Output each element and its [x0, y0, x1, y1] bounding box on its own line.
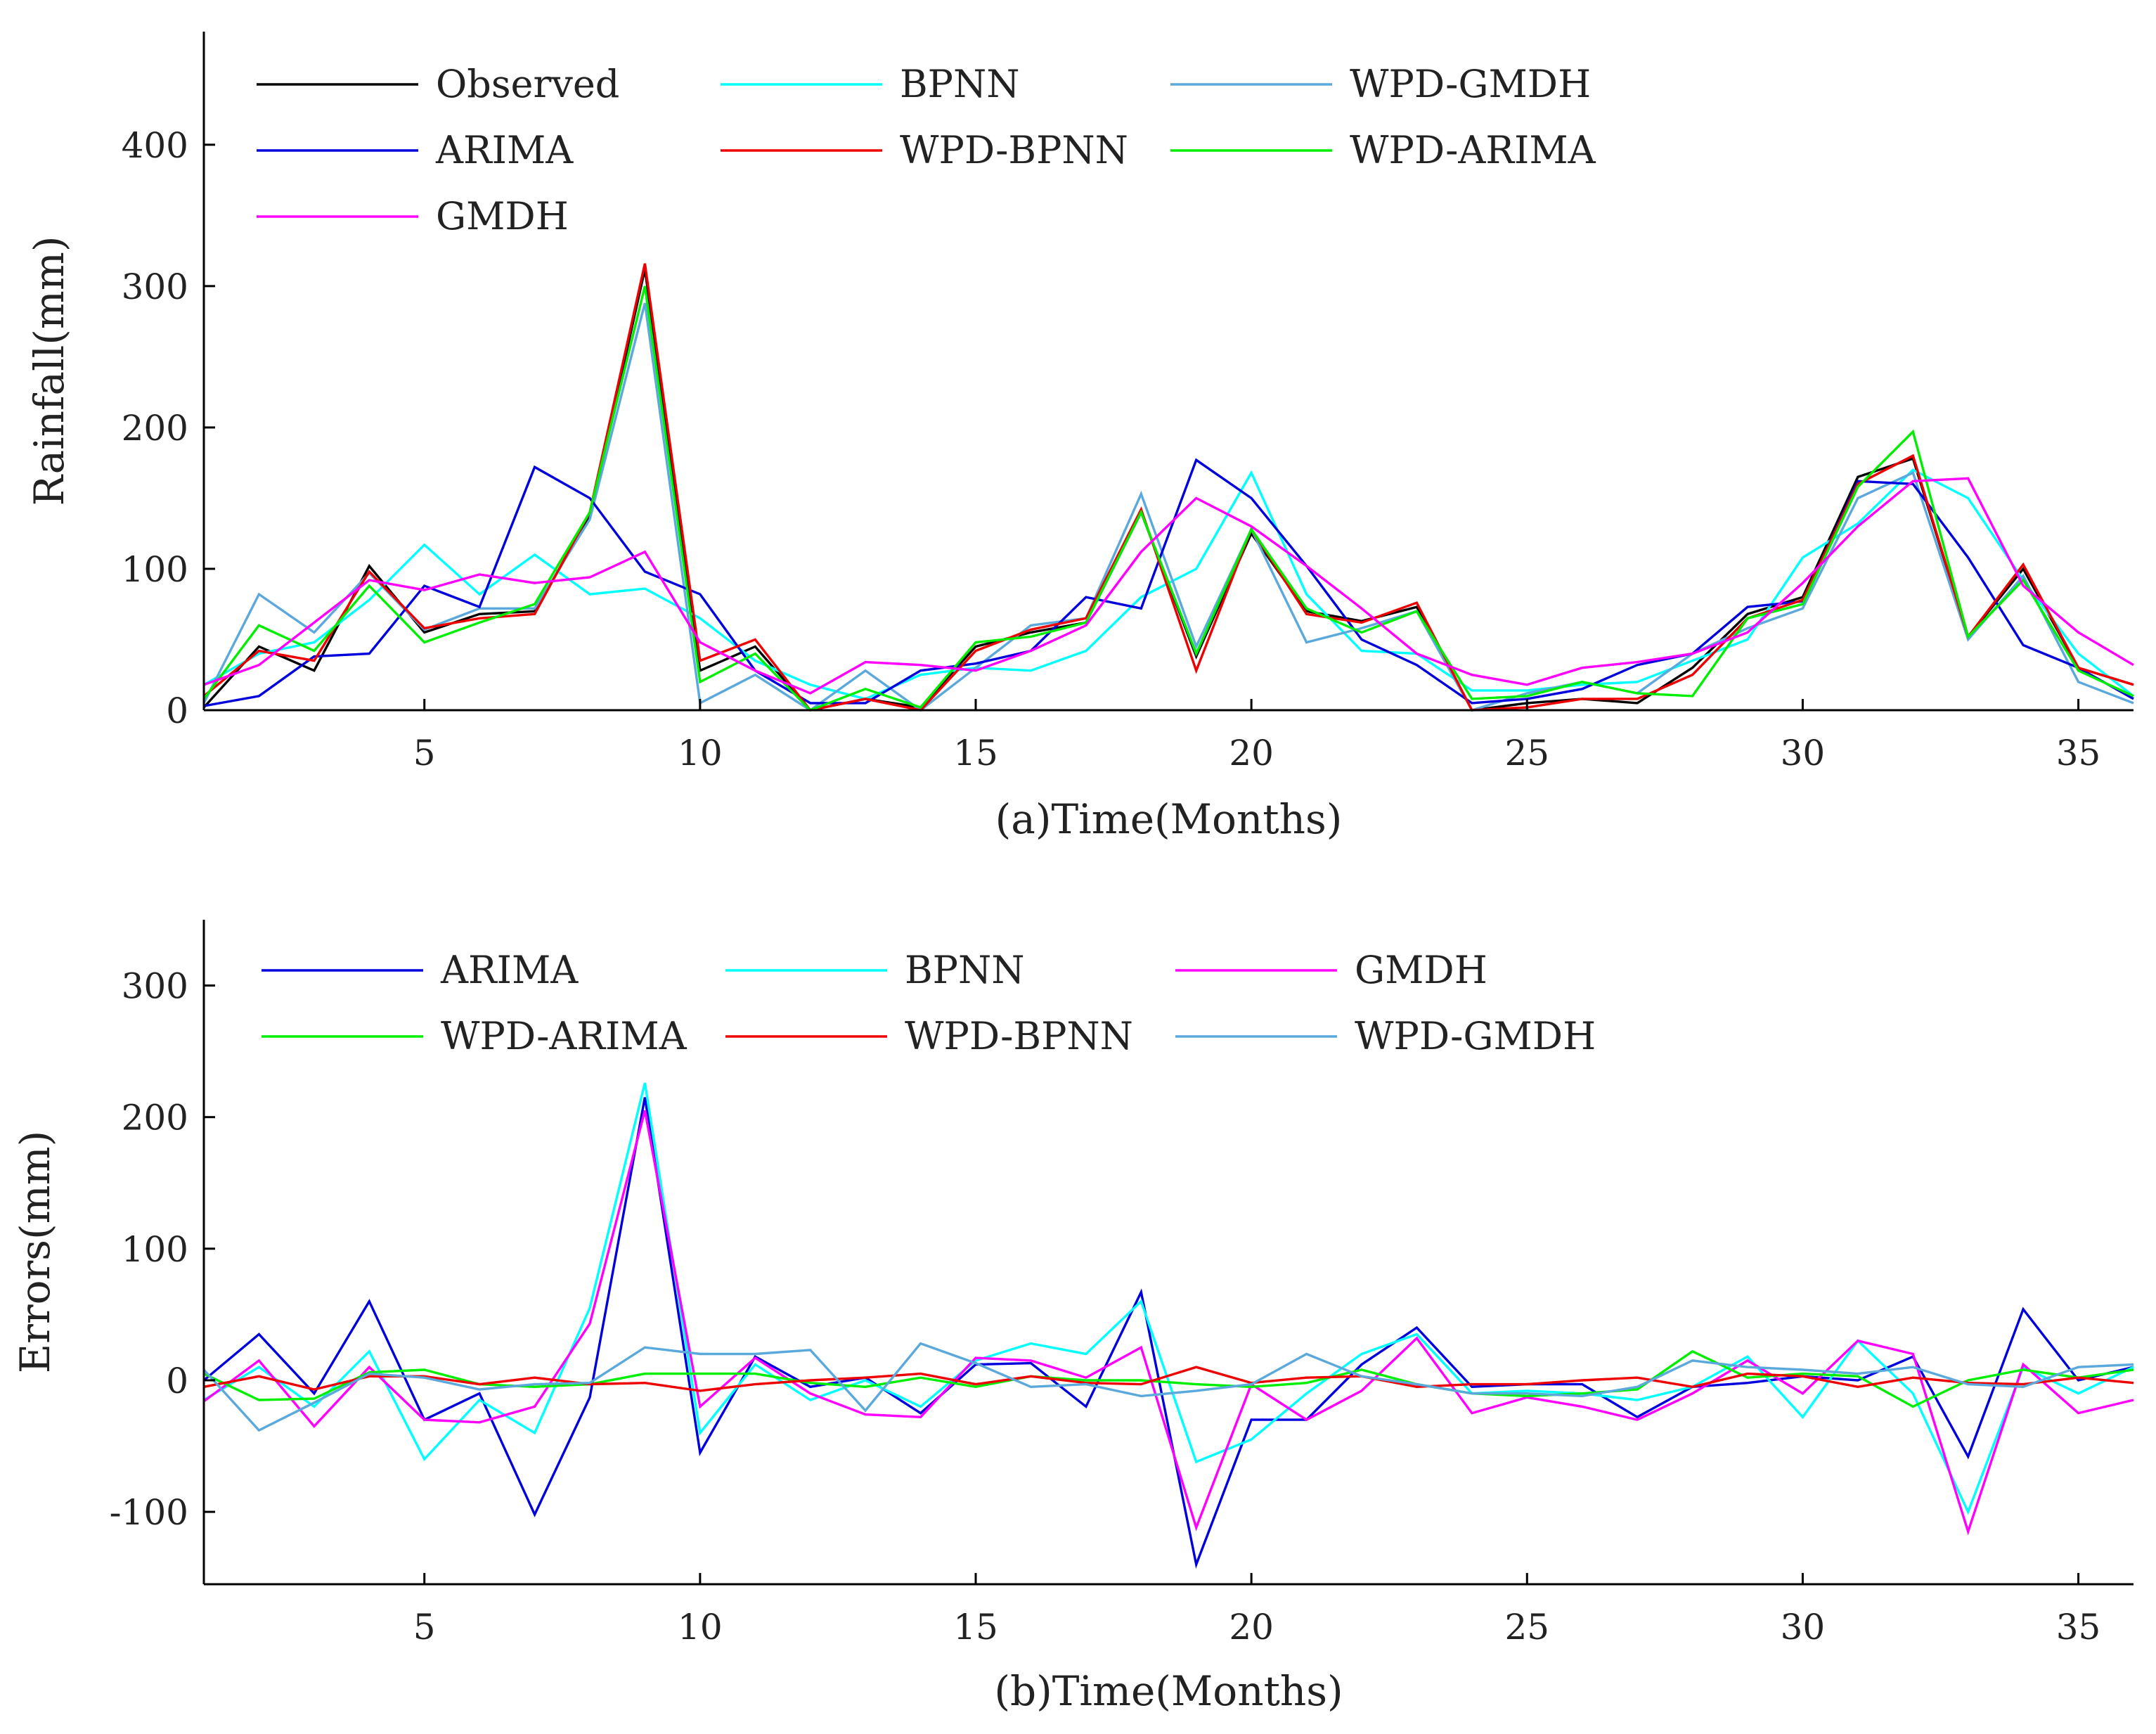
chart2-series-wpd-bpnn-line: [203, 1366, 2134, 1392]
chart1-y-tick-label: 400: [122, 125, 188, 166]
chart1-x-tick-label: 25: [1504, 733, 1549, 773]
chart1-series-wpd-arima-line: [202, 285, 2134, 712]
chart2-x-tick-label: 30: [1781, 1607, 1826, 1648]
chart1-x-tick-label: 10: [678, 733, 723, 773]
chart2-x-tick-label: 10: [678, 1607, 723, 1648]
chart2-series-wpd-gmdh-line: [202, 1342, 2134, 1432]
chart2-x-tick-label: 20: [1229, 1607, 1274, 1648]
chart2-x-tick-label: 35: [2056, 1607, 2101, 1648]
chart2-y-tick-label: 100: [122, 1229, 188, 1270]
chart1-legend-wpd-bpnn-label: WPD-BPNN: [900, 128, 1128, 172]
chart1-legend-arima-label: ARIMA: [435, 128, 574, 172]
chart1-y-axis-title: Rainfall(mm): [25, 236, 73, 506]
chart2-y-tick-label: 200: [122, 1098, 188, 1138]
chart1-x-tick-label: 35: [2056, 733, 2101, 773]
chart2-x-axis-title: (b)Time(Months): [994, 1667, 1343, 1715]
chart2-y-tick-label: -100: [110, 1492, 188, 1533]
chart1-x-tick-label: 30: [1781, 733, 1826, 773]
chart2-y-axis-title: Errors(mm): [11, 1131, 59, 1373]
chart1-x-axis-title: (a)Time(Months): [995, 795, 1343, 843]
chart2-legend-bpnn-label: BPNN: [905, 948, 1025, 992]
chart2-y-tick-label: 0: [166, 1361, 188, 1401]
chart2-legend-gmdh-label: GMDH: [1355, 948, 1487, 992]
chart2-x-tick-label: 15: [953, 1607, 998, 1648]
errors-chart-panel: 5 10 15 20 25 30 35 -100 0 100 200 300 (b)Time(Month…: [11, 920, 2134, 1715]
chart2-series-gmdh-line: [202, 1110, 2134, 1536]
chart2-legend-wpd-arima-label: WPD-ARIMA: [441, 1014, 688, 1058]
chart2-legend-wpd-bpnn-label: WPD-BPNN: [905, 1014, 1133, 1058]
chart1-legend-wpd-gmdh-label: WPD-GMDH: [1350, 62, 1591, 106]
rainfall-chart-panel: 5 10 15 20 25 30 35 0 100 200 300 400 (a)Time(Months…: [25, 32, 2135, 843]
chart1-legend-gmdh-label: GMDH: [436, 194, 569, 238]
chart1-series-wpd-bpnn-line: [202, 263, 2134, 712]
chart1-y-tick-label: 100: [122, 549, 188, 590]
chart2-series-group: [202, 1082, 2134, 1569]
chart2-x-tick-label: 25: [1504, 1607, 1549, 1648]
chart2-legend-wpd-gmdh-label: WPD-GMDH: [1355, 1014, 1596, 1058]
chart1-y-tick-label: 0: [166, 691, 188, 731]
chart1-legend-observed-label: Observed: [436, 62, 619, 106]
chart2-legend: ARIMA BPNN GMDH WPD-ARIMA WPD-BPNN WPD-GMDH: [262, 948, 1596, 1058]
chart1-x-tick-label: 20: [1229, 733, 1274, 773]
chart1-y-tick-label: 300: [122, 266, 188, 307]
chart2-legend-arima-label: ARIMA: [440, 948, 579, 992]
chart1-x-tick-label: 15: [953, 733, 998, 773]
chart1-y-tick-label: 200: [122, 408, 188, 449]
chart1-legend-bpnn-label: BPNN: [900, 62, 1020, 106]
chart2-y-tick-label: 300: [122, 966, 188, 1007]
chart1-x-tick-label: 5: [413, 733, 436, 773]
chart2-x-tick-label: 5: [413, 1607, 436, 1648]
chart1-series-gmdh-line: [203, 477, 2134, 695]
chart1-series-group: [202, 263, 2135, 712]
chart1-legend: Observed BPNN WPD-GMDH ARIMA WPD-BPNN WPD-ARI…: [257, 62, 1596, 238]
chart2-series-wpd-arima-line: [203, 1349, 2134, 1408]
chart1-legend-wpd-arima-label: WPD-ARIMA: [1350, 128, 1596, 172]
